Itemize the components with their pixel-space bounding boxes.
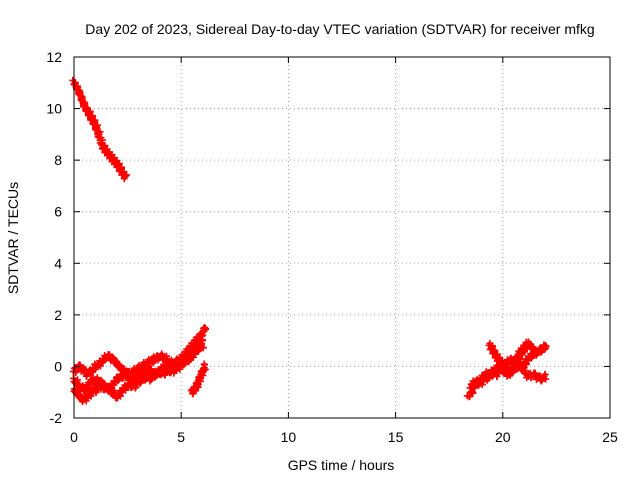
tick-layer: 0 5 10 15 20 25 -2 0 2 4 6 8 10 12 — [46, 49, 618, 445]
y-tick-label: 10 — [46, 101, 62, 117]
y-tick-label: 2 — [54, 307, 62, 323]
grid-layer — [74, 57, 610, 418]
y-tick-label: 8 — [54, 152, 62, 168]
data-point — [542, 342, 550, 350]
plot-frame — [73, 56, 611, 419]
data-point — [170, 367, 178, 375]
data-point — [199, 336, 207, 344]
y-axis-label: SDTVAR / TECUs — [5, 182, 21, 294]
data-point — [110, 378, 118, 386]
data-point — [533, 349, 541, 357]
series-track-high — [69, 76, 130, 183]
data-point — [541, 345, 549, 353]
series-track-g — [485, 338, 537, 379]
x-tick-label: 10 — [281, 429, 297, 445]
data-point — [87, 369, 95, 377]
data-point — [81, 385, 89, 393]
x-tick-label: 15 — [388, 429, 404, 445]
x-tick-label: 5 — [177, 429, 185, 445]
data-point — [541, 370, 549, 378]
data-layer — [69, 76, 550, 406]
data-point — [147, 375, 155, 383]
data-point — [529, 344, 537, 352]
y-tick-label: 12 — [46, 49, 62, 65]
data-point — [201, 366, 209, 374]
data-point — [465, 393, 473, 401]
data-point — [190, 350, 198, 358]
data-point — [199, 343, 207, 351]
data-point — [200, 360, 208, 368]
series-track-c — [70, 341, 207, 406]
y-tick-label: 0 — [54, 358, 62, 374]
x-tick-label: 25 — [602, 429, 618, 445]
y-tick-label: -2 — [50, 410, 63, 426]
data-point — [132, 381, 140, 389]
series-track-d — [187, 360, 209, 398]
chart-title: Day 202 of 2023, Sidereal Day-to-day VTE… — [85, 21, 594, 37]
data-point — [201, 325, 209, 333]
x-axis-label: GPS time / hours — [288, 457, 395, 473]
data-point — [175, 363, 183, 371]
data-point — [97, 359, 105, 367]
y-tick-label: 4 — [54, 255, 62, 271]
x-tick-label: 20 — [495, 429, 511, 445]
data-point — [185, 356, 193, 364]
data-point — [122, 171, 130, 179]
axis-layer — [73, 56, 611, 419]
y-tick-label: 6 — [54, 204, 62, 220]
x-tick-label: 0 — [70, 429, 78, 445]
